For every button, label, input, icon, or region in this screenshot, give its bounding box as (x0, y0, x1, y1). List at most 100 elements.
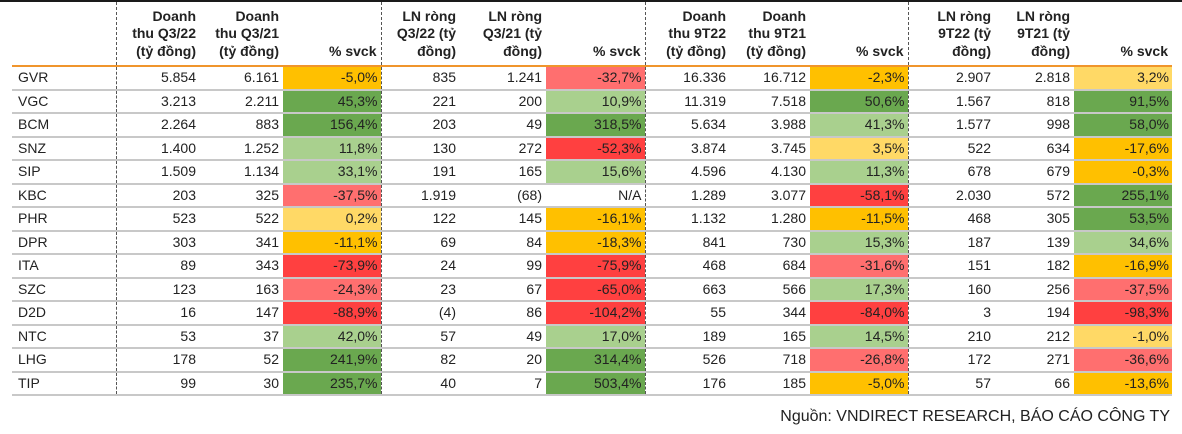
ticker-cell: GVR (18, 69, 49, 86)
revenue-9m22-cell: 663 (644, 277, 730, 301)
net-profit-q-yoy-cell: -18,3% (546, 230, 645, 254)
revenue-q-yoy-cell: -24,3% (283, 277, 381, 301)
revenue-9m21-cell: 3.077 (770, 186, 806, 203)
net-profit-9m22-cell: 1.577 (907, 113, 995, 137)
net-profit-9m21-cell: 305 (1046, 210, 1070, 227)
revenue-q-yoy-cell: -11,1% (283, 230, 381, 254)
net-profit-9m22-cell: 678 (907, 160, 995, 184)
ticker-cell: SIP (18, 163, 41, 180)
revenue-9m22-cell: 841 (644, 230, 730, 254)
header-line: thu Q3/22 (132, 25, 196, 41)
revenue-9m22-cell: 11.319 (644, 89, 730, 113)
header-line: Doanh (152, 7, 196, 24)
revenue-q3-21-cell: 341 (255, 233, 279, 250)
net-profit-9m21-cell: 2.818 (1034, 69, 1070, 86)
revenue-q3-21-cell: 343 (255, 257, 279, 274)
header-line: đồng) (417, 42, 456, 59)
table-row: VGC 3.213 2.211 45,3% 221 200 10,9% 11.319 7.518… (12, 89, 1172, 113)
revenue-q3-22-cell: 16 (115, 301, 200, 325)
header-row: Doanh thu Q3/22 (tỷ đồng) Doanh thu Q3/21 (tỷ… (12, 2, 1172, 66)
net-profit-9m21-header: LN ròng 9T21 (tỷ đồng) (995, 2, 1074, 66)
revenue-9m21-cell: 718 (782, 351, 806, 368)
net-profit-9m-yoy-cell: 34,6% (1074, 230, 1172, 254)
revenue-9m-yoy-cell: -31,6% (810, 254, 908, 278)
net-profit-q3-22-cell: 203 (380, 113, 460, 137)
revenue-q3-21-cell: 147 (255, 304, 279, 321)
revenue-q3-21-cell: 883 (255, 116, 279, 133)
net-profit-9m22-cell: 172 (907, 348, 995, 372)
net-profit-9m21-cell: 256 (1046, 280, 1070, 297)
revenue-q3-22-cell: 3.213 (115, 89, 200, 113)
net-profit-9m-yoy-cell: 91,5% (1074, 89, 1172, 113)
revenue-q-yoy-cell: 235,7% (283, 371, 381, 395)
revenue-9m21-cell: 1.280 (770, 210, 806, 227)
revenue-q-yoy-cell: 45,3% (283, 89, 381, 113)
net-profit-q-yoy-cell: -52,3% (546, 136, 645, 160)
industrial-park-results-table: Doanh thu Q3/22 (tỷ đồng) Doanh thu Q3/21 (tỷ… (12, 2, 1172, 396)
net-profit-9m-yoy-cell: -98,3% (1074, 301, 1172, 325)
ticker-cell: DPR (18, 233, 48, 250)
header-line: thu Q3/21 (215, 25, 279, 41)
revenue-q-yoy-cell: 241,9% (283, 348, 381, 372)
revenue-9m22-cell: 3.874 (644, 136, 730, 160)
net-profit-q3-22-cell: 23 (380, 277, 460, 301)
net-profit-q3-21-cell: 86 (526, 304, 542, 321)
revenue-q-yoy-cell: 42,0% (283, 324, 381, 348)
net-profit-9m-yoy-cell: -16,9% (1074, 254, 1172, 278)
revenue-9m21-cell: 3.745 (770, 139, 806, 156)
net-profit-q-yoy-cell: 503,4% (546, 371, 645, 395)
net-profit-q3-22-cell: 57 (380, 324, 460, 348)
net-profit-q-yoy-cell: 17,0% (546, 324, 645, 348)
net-profit-9m22-cell: 468 (907, 207, 995, 231)
revenue-q3-21-cell: 2.211 (245, 92, 279, 109)
revenue-9m-yoy-header: % svck (810, 2, 908, 66)
revenue-9m-yoy-cell: -26,8% (810, 348, 908, 372)
net-profit-q3-21-header: LN ròng Q3/21 (tỷ đồng) (460, 2, 546, 66)
net-profit-q-yoy-cell: N/A (618, 186, 642, 203)
revenue-9m21-cell: 566 (782, 280, 806, 297)
net-profit-q-yoy-cell: -75,9% (546, 254, 645, 278)
net-profit-9m22-cell: 1.567 (907, 89, 995, 113)
header-line: Q3/22 (tỷ (396, 25, 456, 41)
net-profit-q3-22-cell: 191 (380, 160, 460, 184)
header-line: Doanh (235, 7, 279, 24)
revenue-q3-21-cell: 163 (255, 280, 279, 297)
net-profit-q-yoy-cell: 314,4% (546, 348, 645, 372)
net-profit-q3-21-cell: 99 (526, 257, 542, 274)
net-profit-9m22-header: LN ròng 9T22 (tỷ đồng) (907, 2, 995, 66)
header-line: 9T21 (tỷ (1017, 25, 1070, 41)
net-profit-q3-21-cell: 67 (526, 280, 542, 297)
ticker-cell: NTC (18, 327, 47, 344)
net-profit-9m-yoy-header: % svck (1074, 2, 1172, 66)
revenue-9m21-cell: 3.988 (770, 116, 806, 133)
ticker-cell: PHR (18, 210, 48, 227)
net-profit-9m-yoy-cell: -36,6% (1074, 348, 1172, 372)
revenue-9m-yoy-cell: -5,0% (810, 371, 908, 395)
net-profit-q3-21-cell: 20 (526, 351, 542, 368)
header-line: Q3/21 (tỷ (482, 25, 542, 41)
ticker-cell: ITA (18, 257, 39, 274)
revenue-9m-yoy-cell: -2,3% (810, 66, 908, 90)
net-profit-q3-21-cell: 145 (518, 210, 542, 227)
header-line: đồng) (503, 42, 542, 59)
revenue-9m22-cell: 526 (644, 348, 730, 372)
revenue-9m21-cell: 7.518 (770, 92, 806, 109)
revenue-9m21-cell: 344 (782, 304, 806, 321)
revenue-q3-21-cell: 1.252 (243, 139, 279, 156)
revenue-9m22-cell: 176 (644, 371, 730, 395)
revenue-9m22-cell: 16.336 (644, 66, 730, 90)
net-profit-9m-yoy-cell: 53,5% (1074, 207, 1172, 231)
revenue-q3-21-cell: 325 (255, 186, 279, 203)
header-line: LN ròng (402, 7, 456, 24)
revenue-q3-22-cell: 53 (115, 324, 200, 348)
table-row: NTC 53 37 42,0% 57 49 17,0% 189 165 14,5% 210 212 -1… (12, 324, 1172, 348)
net-profit-9m-yoy-cell: -0,3% (1074, 160, 1172, 184)
header-line: thu 9T22 (668, 25, 726, 41)
table-row: SZC 123 163 -24,3% 23 67 -65,0% 663 566 17,3% 160 2… (12, 277, 1172, 301)
revenue-9m22-cell: 55 (644, 301, 730, 325)
revenue-9m-yoy-cell: 11,3% (810, 160, 908, 184)
net-profit-q3-21-cell: 49 (526, 116, 542, 133)
net-profit-9m-yoy-cell: 58,0% (1074, 113, 1172, 137)
revenue-9m21-cell: 4.130 (770, 163, 806, 180)
top-border (0, 0, 1182, 2)
